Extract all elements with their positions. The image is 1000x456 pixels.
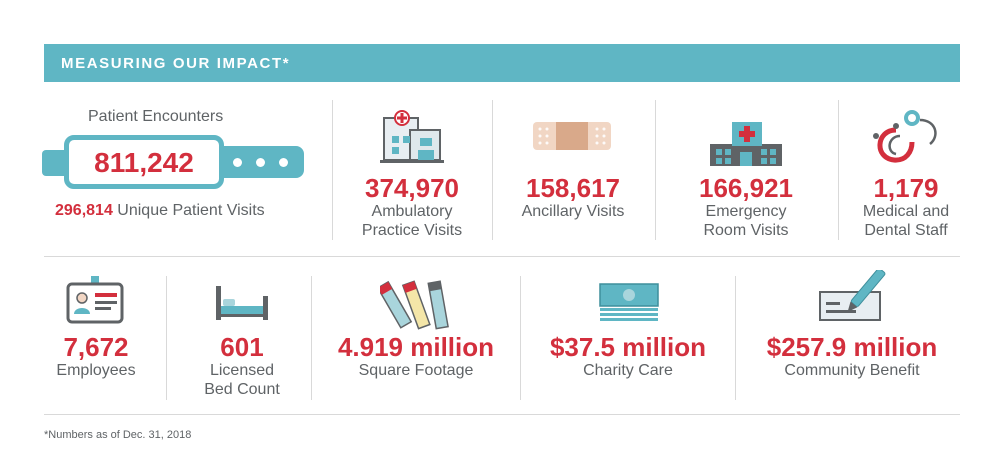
header-banner: MEASURING OUR IMPACT* [44, 44, 960, 82]
stat-ancillary: 158,617 Ancillary Visits [500, 174, 646, 221]
divider [735, 276, 736, 400]
divider [520, 276, 521, 400]
emergency-room-icon [710, 122, 782, 166]
unique-patient-visits: 296,814 Unique Patient Visits [55, 202, 265, 220]
hospital-icon [380, 110, 444, 163]
stat-label: Square Footage [358, 362, 474, 379]
stat-label: Community Benefit [784, 362, 920, 379]
stat-label: Room Visits [703, 222, 789, 239]
patient-encounters-label: Patient Encounters [88, 108, 224, 125]
stat-value: $257.9 million [766, 332, 938, 362]
money-stack-icon [599, 283, 659, 321]
divider [332, 100, 333, 240]
footnote: *Numbers as of Dec. 31, 2018 [44, 429, 192, 441]
stat-value: 1,179 [873, 173, 939, 203]
stat-label: Emergency [705, 203, 787, 220]
check-pen-icon [819, 270, 886, 321]
stat-ambulatory: 374,970 Ambulatory Practice Visits [344, 174, 480, 240]
stat-label: Practice Visits [361, 222, 463, 239]
stat-value: 4.919 million [337, 332, 495, 362]
unique-visits-value: 296,814 [55, 202, 113, 219]
stat-label: Charity Care [583, 362, 673, 379]
stat-community-benefit: $257.9 million Community Benefit [744, 333, 960, 380]
unique-visits-label: Unique Patient Visits [117, 202, 265, 219]
stat-value: 7,672 [63, 332, 129, 362]
stat-value: $37.5 million [549, 332, 707, 362]
divider [44, 256, 960, 257]
divider [311, 276, 312, 400]
divider [492, 100, 493, 240]
page-title: MEASURING OUR IMPACT* [61, 55, 291, 72]
stat-label: Bed Count [204, 381, 280, 398]
stat-bed-count: 601 Licensed Bed Count [176, 333, 308, 399]
stat-label: Ancillary Visits [521, 203, 625, 220]
tape-measure-icon [380, 280, 449, 330]
id-badge-icon [66, 276, 124, 324]
stat-label: Medical and [862, 203, 950, 220]
divider [166, 276, 167, 400]
stat-value: 374,970 [365, 173, 459, 203]
bed-icon [216, 286, 268, 320]
stat-employees: 7,672 Employees [44, 333, 148, 380]
stethoscope-icon [873, 110, 937, 163]
stat-label: Ambulatory [371, 203, 453, 220]
divider [655, 100, 656, 240]
stat-value: 601 [220, 332, 264, 362]
stat-label: Licensed [209, 362, 275, 379]
bandage-icon [533, 122, 611, 150]
divider [838, 100, 839, 240]
divider [44, 414, 960, 415]
patient-encounters-value: 811,242 [94, 147, 194, 178]
stat-emergency: 166,921 Emergency Room Visits [666, 174, 826, 240]
stat-charity-care: $37.5 million Charity Care [528, 333, 728, 380]
stat-medical-staff: 1,179 Medical and Dental Staff [845, 174, 967, 240]
stat-label: Dental Staff [864, 222, 948, 239]
stat-square-footage: 4.919 million Square Footage [320, 333, 512, 380]
stat-label: Employees [56, 362, 136, 379]
stat-value: 166,921 [699, 173, 793, 203]
stat-value: 158,617 [526, 173, 620, 203]
